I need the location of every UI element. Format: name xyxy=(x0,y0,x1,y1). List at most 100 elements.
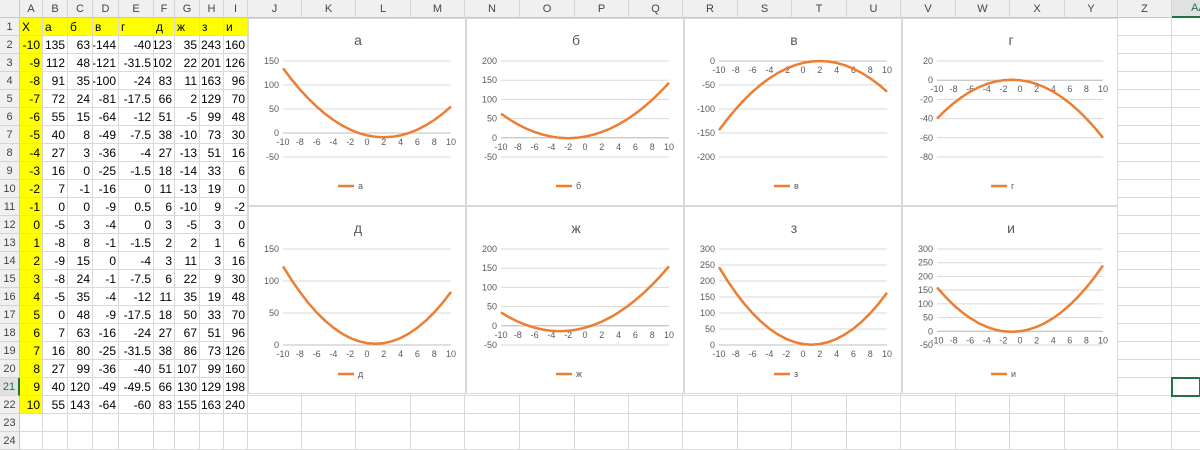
data-cell[interactable]: -5 xyxy=(175,108,200,126)
data-cell[interactable]: 40 xyxy=(43,378,68,396)
data-cell[interactable]: -9 xyxy=(93,198,119,216)
data-cell[interactable]: 0 xyxy=(93,252,119,270)
data-cell[interactable]: 72 xyxy=(43,90,68,108)
row-header-20[interactable]: 20 xyxy=(0,360,20,378)
data-cell[interactable]: -4 xyxy=(119,144,154,162)
series-line[interactable] xyxy=(500,82,670,140)
x-value-cell[interactable]: -5 xyxy=(20,126,43,144)
data-cell[interactable]: 107 xyxy=(175,360,200,378)
data-cell[interactable]: 91 xyxy=(43,72,68,90)
table-header-cell[interactable]: X xyxy=(20,18,43,36)
empty-cell[interactable] xyxy=(847,414,901,432)
data-cell[interactable]: 163 xyxy=(200,72,224,90)
empty-cell[interactable] xyxy=(1172,18,1200,36)
chart-8[interactable]: и 300 250 200 150 100 50 0 -50 -10 -8 -6 -4 -2 0 2 4 6 8 10… xyxy=(902,206,1118,394)
empty-cell[interactable] xyxy=(68,414,93,432)
empty-cell[interactable] xyxy=(1118,378,1172,396)
column-header-H[interactable]: H xyxy=(200,0,224,18)
x-value-cell[interactable]: 8 xyxy=(20,360,43,378)
empty-cell[interactable] xyxy=(43,414,68,432)
empty-cell[interactable] xyxy=(683,396,738,414)
empty-cell[interactable] xyxy=(1172,270,1200,288)
empty-cell[interactable] xyxy=(1118,162,1172,180)
x-value-cell[interactable]: 7 xyxy=(20,342,43,360)
empty-cell[interactable] xyxy=(1118,126,1172,144)
row-header-9[interactable]: 9 xyxy=(0,162,20,180)
empty-cell[interactable] xyxy=(43,432,68,450)
empty-cell[interactable] xyxy=(1118,18,1172,36)
row-header-6[interactable]: 6 xyxy=(0,108,20,126)
chart-3[interactable]: в 0 -50 -100 -150 -200 -10 -8 -6 -4 -2 0 2 4 6 8 10 в xyxy=(684,18,902,206)
empty-cell[interactable] xyxy=(956,396,1010,414)
row-header-18[interactable]: 18 xyxy=(0,324,20,342)
row-header-16[interactable]: 16 xyxy=(0,288,20,306)
data-cell[interactable]: -13 xyxy=(175,180,200,198)
data-cell[interactable]: 48 xyxy=(224,288,248,306)
column-header-E[interactable]: E xyxy=(119,0,154,18)
empty-cell[interactable] xyxy=(1118,342,1172,360)
data-cell[interactable]: 40 xyxy=(43,126,68,144)
table-header-cell[interactable]: и xyxy=(224,18,248,36)
empty-cell[interactable] xyxy=(1118,360,1172,378)
empty-cell[interactable] xyxy=(248,396,302,414)
data-cell[interactable]: -17.5 xyxy=(119,90,154,108)
empty-cell[interactable] xyxy=(93,414,119,432)
empty-cell[interactable] xyxy=(411,396,465,414)
data-cell[interactable]: 0 xyxy=(119,216,154,234)
x-value-cell[interactable]: -4 xyxy=(20,144,43,162)
column-header-D[interactable]: D xyxy=(93,0,119,18)
column-header-T[interactable]: T xyxy=(792,0,847,18)
data-cell[interactable]: 63 xyxy=(68,36,93,54)
row-header-7[interactable]: 7 xyxy=(0,126,20,144)
x-value-cell[interactable]: 6 xyxy=(20,324,43,342)
empty-cell[interactable] xyxy=(1172,234,1200,252)
empty-cell[interactable] xyxy=(683,432,738,450)
data-cell[interactable]: -31.5 xyxy=(119,342,154,360)
column-header-Z[interactable]: Z xyxy=(1118,0,1172,18)
data-cell[interactable]: -1 xyxy=(93,270,119,288)
empty-cell[interactable] xyxy=(1118,306,1172,324)
column-header-K[interactable]: K xyxy=(302,0,356,18)
data-cell[interactable]: 11 xyxy=(154,180,175,198)
data-cell[interactable]: 3 xyxy=(200,252,224,270)
data-cell[interactable]: 19 xyxy=(200,288,224,306)
data-cell[interactable]: 130 xyxy=(175,378,200,396)
data-cell[interactable]: 80 xyxy=(68,342,93,360)
empty-cell[interactable] xyxy=(738,432,792,450)
data-cell[interactable]: -16 xyxy=(93,180,119,198)
data-cell[interactable]: 0 xyxy=(43,306,68,324)
data-cell[interactable]: 38 xyxy=(154,126,175,144)
data-cell[interactable]: 51 xyxy=(200,324,224,342)
data-cell[interactable]: -12 xyxy=(119,288,154,306)
empty-cell[interactable] xyxy=(1118,144,1172,162)
data-cell[interactable]: 16 xyxy=(224,252,248,270)
data-cell[interactable]: 16 xyxy=(43,342,68,360)
empty-cell[interactable] xyxy=(1118,180,1172,198)
data-cell[interactable]: 3 xyxy=(68,216,93,234)
empty-cell[interactable] xyxy=(901,432,956,450)
data-cell[interactable]: 143 xyxy=(68,396,93,414)
empty-cell[interactable] xyxy=(1172,162,1200,180)
empty-cell[interactable] xyxy=(1118,54,1172,72)
empty-cell[interactable] xyxy=(200,432,224,450)
empty-cell[interactable] xyxy=(575,432,629,450)
empty-cell[interactable] xyxy=(1172,306,1200,324)
chart-4[interactable]: г 20 0 -20 -40 -60 -80 -10 -8 -6 -4 -2 0 2 4 6 8 10 г xyxy=(902,18,1118,206)
empty-cell[interactable] xyxy=(1172,252,1200,270)
data-cell[interactable]: 99 xyxy=(68,360,93,378)
row-header-13[interactable]: 13 xyxy=(0,234,20,252)
empty-cell[interactable] xyxy=(738,414,792,432)
x-value-cell[interactable]: -8 xyxy=(20,72,43,90)
column-header-P[interactable]: P xyxy=(575,0,629,18)
empty-cell[interactable] xyxy=(1118,72,1172,90)
x-value-cell[interactable]: 2 xyxy=(20,252,43,270)
empty-cell[interactable] xyxy=(1118,270,1172,288)
data-cell[interactable]: -31.5 xyxy=(119,54,154,72)
empty-cell[interactable] xyxy=(901,414,956,432)
data-cell[interactable]: 126 xyxy=(224,342,248,360)
data-cell[interactable]: -12 xyxy=(119,108,154,126)
empty-cell[interactable] xyxy=(1010,414,1065,432)
table-header-cell[interactable]: з xyxy=(200,18,224,36)
data-cell[interactable]: 30 xyxy=(224,126,248,144)
empty-cell[interactable] xyxy=(1172,90,1200,108)
